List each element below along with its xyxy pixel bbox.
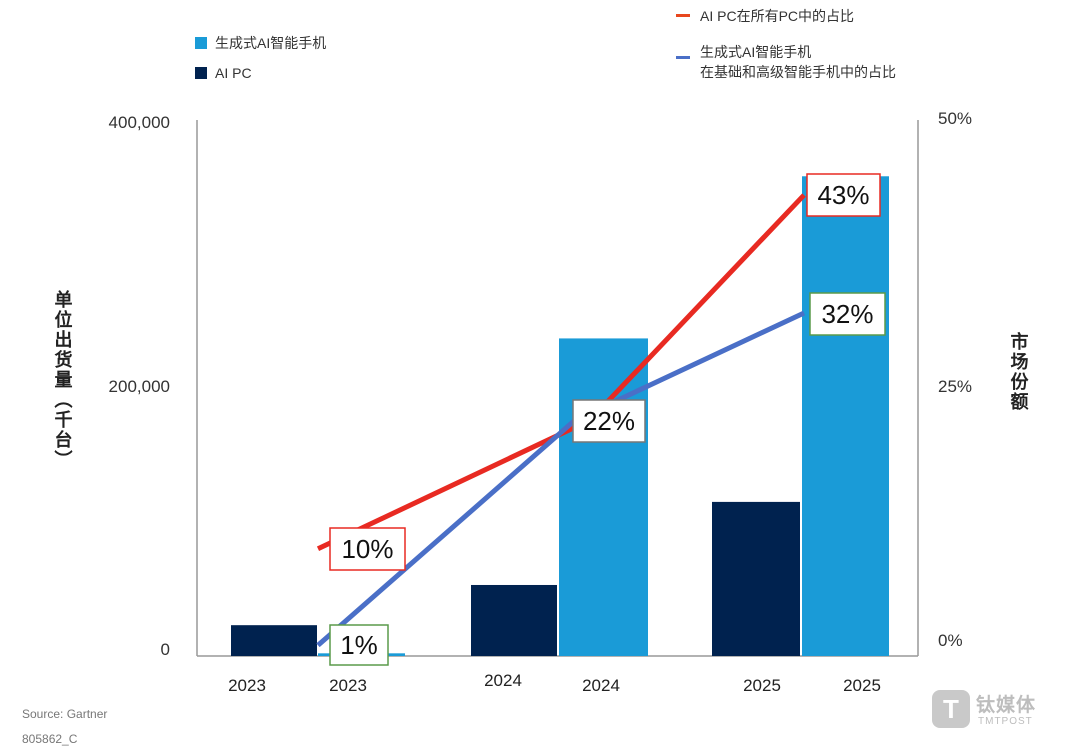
label-2024-22: 22% <box>572 399 646 443</box>
y-left-tick-400000: 400,000 <box>109 113 170 132</box>
data-labels: 10% 22% 43% 1% 32% <box>329 173 886 666</box>
watermark-name: 钛媒体 <box>976 694 1037 716</box>
y-left-tick-0: 0 <box>161 640 170 659</box>
legend-swatch-phone <box>195 37 207 49</box>
y-right-tick-0: 0% <box>938 631 963 650</box>
y-left-title: 单位出货量（千台） <box>52 289 73 470</box>
watermark-sub: TMTPOST <box>978 716 1033 727</box>
x-tick-5: 2025 <box>843 676 881 695</box>
label-aipc-2023: 10% <box>329 527 406 571</box>
legend-label-phone-share-line2: 在基础和高级智能手机中的占比 <box>700 64 896 80</box>
bar-aipc-2025 <box>712 501 800 656</box>
watermark-logo: T <box>932 690 970 728</box>
legend-swatch-aipc <box>195 67 207 79</box>
bar-aipc-2024 <box>471 584 557 656</box>
y-right-title: 市场份额 <box>1008 331 1029 412</box>
legend-label-aipc: AI PC <box>215 65 252 81</box>
label-phone-2025-box <box>809 292 886 336</box>
bar-aipc-2023 <box>231 625 317 656</box>
legend-left: 生成式AI智能手机 AI PC <box>195 35 326 81</box>
label-aipc-2025-box <box>806 173 881 217</box>
y-left-tick-200000: 200,000 <box>109 377 170 396</box>
source-note: Source: Gartner <box>22 707 108 721</box>
label-phone-2023-box <box>329 624 389 666</box>
label-phone-2025-text: 32% <box>821 299 873 329</box>
legend-label-phone-share-line1: 生成式AI智能手机 <box>700 44 811 60</box>
legend-swatch-phone-share <box>676 56 690 59</box>
y-right-tick-25: 25% <box>938 377 972 396</box>
bar-phone-2025 <box>802 176 889 656</box>
label-aipc-2025-text: 43% <box>817 180 869 210</box>
x-tick-0: 2023 <box>228 676 266 695</box>
label-2024-22-box <box>572 399 646 443</box>
y-right-tick-50: 50% <box>938 109 972 128</box>
x-tick-4: 2025 <box>743 676 781 695</box>
bar-phone-2024 <box>559 338 648 656</box>
label-aipc-2023-box <box>329 527 406 571</box>
x-tick-labels: 2023 2023 2024 2024 2025 2025 <box>228 671 881 695</box>
legend-swatch-aipc-share <box>676 14 690 17</box>
label-2024-22-text: 22% <box>583 406 635 436</box>
label-aipc-2023-text: 10% <box>341 534 393 564</box>
legend-label-phone: 生成式AI智能手机 <box>215 35 326 51</box>
x-tick-2: 2024 <box>484 671 522 690</box>
watermark: T 钛媒体 TMTPOST <box>932 688 1072 734</box>
legend-right: AI PC在所有PC中的占比 生成式AI智能手机 在基础和高级智能手机中的占比 <box>676 8 896 80</box>
label-phone-2025: 32% <box>809 292 886 336</box>
figure-code: 805862_C <box>22 732 78 746</box>
x-tick-3: 2024 <box>582 676 620 695</box>
x-tick-1: 2023 <box>329 676 367 695</box>
label-phone-2023: 1% <box>329 624 389 666</box>
legend-label-aipc-share: AI PC在所有PC中的占比 <box>700 8 854 24</box>
bars <box>231 176 889 656</box>
label-phone-2023-text: 1% <box>340 630 378 660</box>
label-aipc-2025: 43% <box>806 173 881 217</box>
